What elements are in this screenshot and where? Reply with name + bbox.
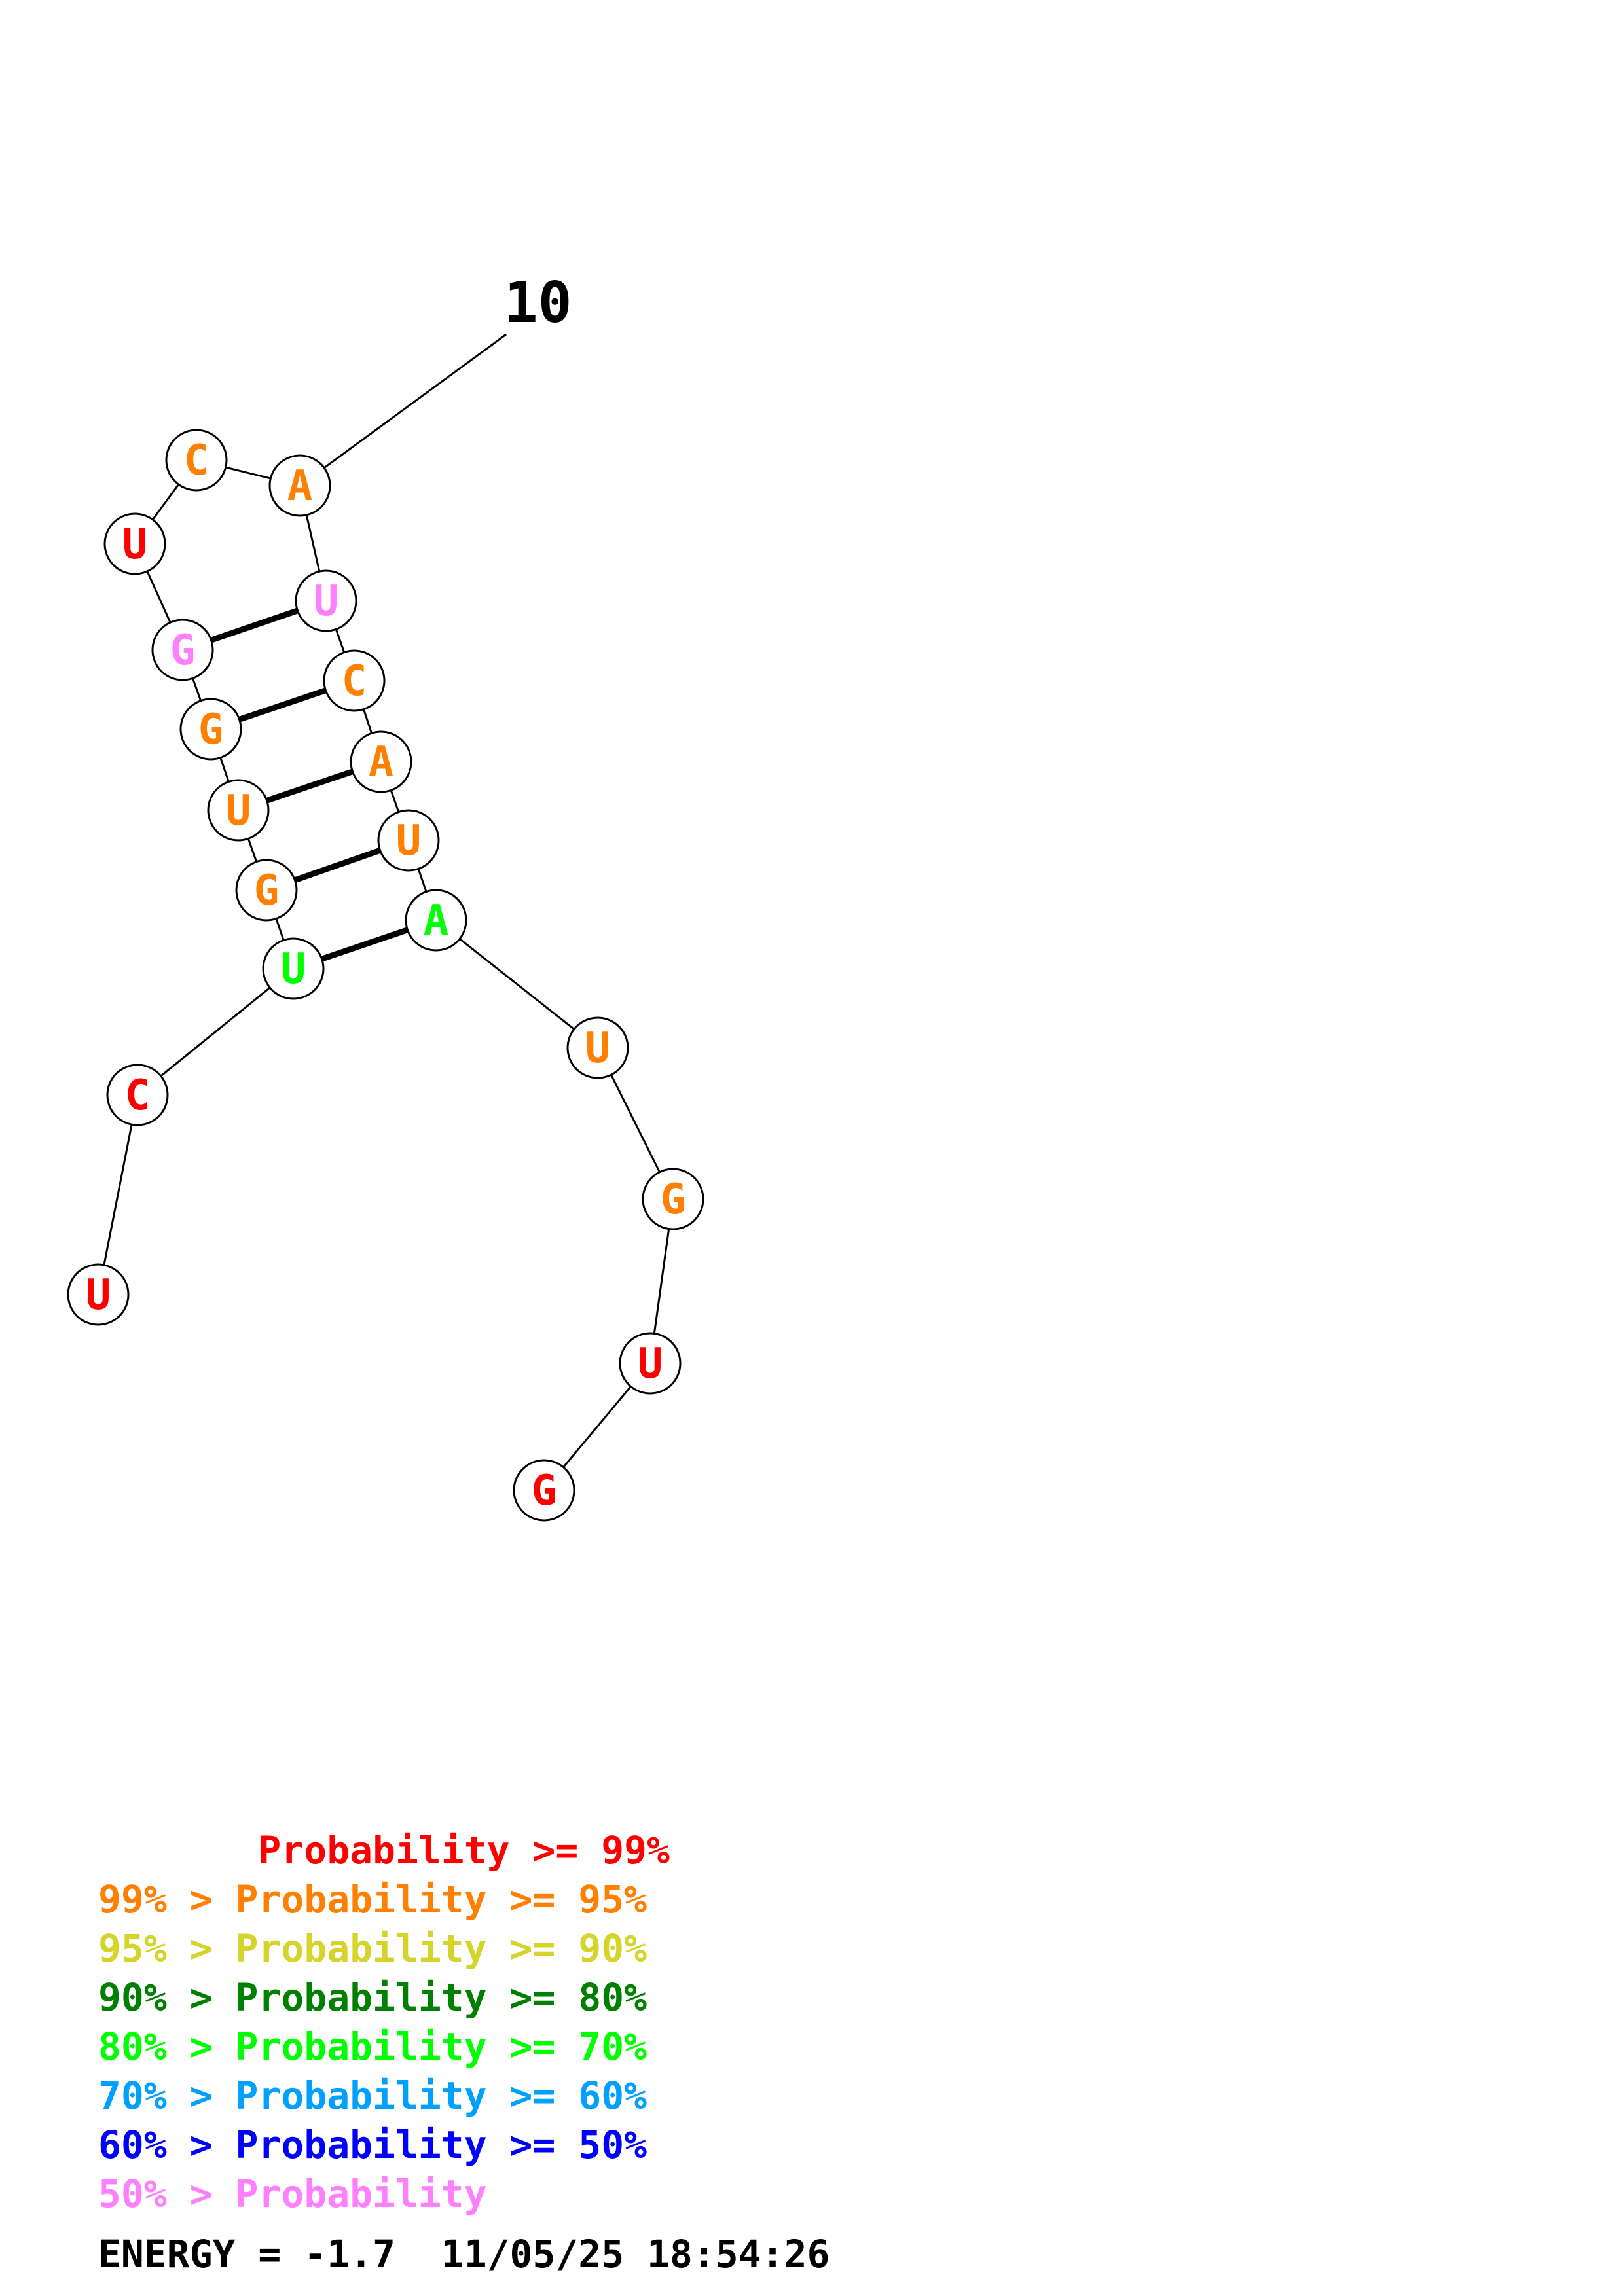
nucleotide-circle: [619, 1332, 682, 1395]
nucleotide-17: G: [642, 1168, 704, 1230]
legend-entry: 50% > Probability: [98, 2172, 487, 2216]
nucleotide-base: A: [287, 462, 313, 511]
nucleotide-7: G: [151, 619, 214, 681]
nucleotide-base: C: [125, 1071, 151, 1120]
nucleotide-base: U: [396, 817, 422, 865]
nucleotide-circle: [179, 698, 242, 761]
nucleotide-12: C: [323, 649, 386, 712]
nucleotide-3: U: [262, 937, 325, 1000]
nucleotide-circle: [405, 889, 467, 952]
nucleotide-base: U: [226, 787, 251, 835]
nucleotide-circle: [268, 454, 331, 517]
nucleotide-2: C: [106, 1064, 169, 1126]
nucleotide-circle: [235, 859, 298, 922]
index-tick-10: [299, 333, 507, 487]
nucleotide-circle: [350, 730, 412, 793]
legend-entry: 99% > Probability >= 95%: [98, 1877, 647, 1922]
energy-timestamp: ENERGY = -1.7 11/05/25 18:54:26: [98, 2232, 830, 2276]
nucleotide-18: U: [619, 1332, 682, 1395]
nucleotide-base: G: [661, 1175, 686, 1224]
legend-entry: 80% > Probability >= 70%: [98, 2024, 647, 2069]
nucleotide-14: U: [377, 809, 440, 872]
nucleotide-4: G: [235, 859, 298, 922]
nucleotide-circle: [165, 429, 228, 492]
legend-entry: 90% > Probability >= 80%: [98, 1975, 647, 2020]
index-label-10: 10: [504, 270, 572, 336]
nucleotide-11: U: [295, 569, 357, 632]
nucleotide-base: G: [254, 867, 280, 915]
nucleotide-8: U: [103, 512, 166, 575]
nucleotide-base: U: [122, 520, 148, 569]
backbone-link: [435, 919, 598, 1049]
probability-legend: Probability >= 99% 99% > Probability >= 9…: [98, 1826, 670, 2219]
nucleotide-base: U: [314, 577, 339, 626]
nucleotide-base: A: [424, 897, 449, 945]
nucleotide-circle: [106, 1064, 169, 1126]
nucleotide-circle: [642, 1168, 704, 1230]
nucleotide-base: A: [369, 738, 394, 787]
nucleotide-base: G: [532, 1467, 557, 1515]
nucleotide-circle: [377, 809, 440, 872]
backbone-link: [97, 1094, 139, 1295]
nucleotide-circle: [566, 1016, 629, 1079]
nucleotide-1: U: [67, 1263, 130, 1326]
nucleotide-base: U: [585, 1024, 611, 1073]
nucleotide-13: A: [350, 730, 412, 793]
nucleotide-base: U: [86, 1271, 111, 1319]
nucleotide-10: A: [268, 454, 331, 517]
nucleotide-6: G: [179, 698, 242, 761]
legend-entry: 60% > Probability >= 50%: [98, 2123, 647, 2167]
backbone: [97, 459, 674, 1491]
nucleotide-circle: [67, 1263, 130, 1326]
nucleotide-9: C: [165, 429, 228, 492]
nucleotide-19: G: [513, 1459, 575, 1522]
nucleotide-circle: [103, 512, 166, 575]
legend-entry: 70% > Probability >= 60%: [98, 2073, 647, 2118]
backbone-link: [137, 967, 294, 1096]
nucleotide-15: A: [405, 889, 467, 952]
legend-entry: 95% > Probability >= 90%: [98, 1926, 647, 1971]
nucleotide-circle: [262, 937, 325, 1000]
nucleotide-base: C: [184, 437, 210, 485]
nucleotide-base: G: [198, 706, 224, 754]
nucleotide-base: U: [638, 1340, 663, 1388]
nucleotide-5: U: [207, 779, 270, 842]
nucleotide-circle: [295, 569, 357, 632]
legend-entry: Probability >= 99%: [98, 1828, 670, 1873]
nucleotide-circle: [207, 779, 270, 842]
nucleotide-base: G: [170, 626, 196, 675]
nucleotide-base: U: [281, 945, 306, 994]
nucleotide-16: U: [566, 1016, 629, 1079]
nucleotide-base: C: [342, 657, 367, 706]
nucleotide-circle: [323, 649, 386, 712]
nucleotide-circle: [513, 1459, 575, 1522]
nucleotide-circle: [151, 619, 214, 681]
